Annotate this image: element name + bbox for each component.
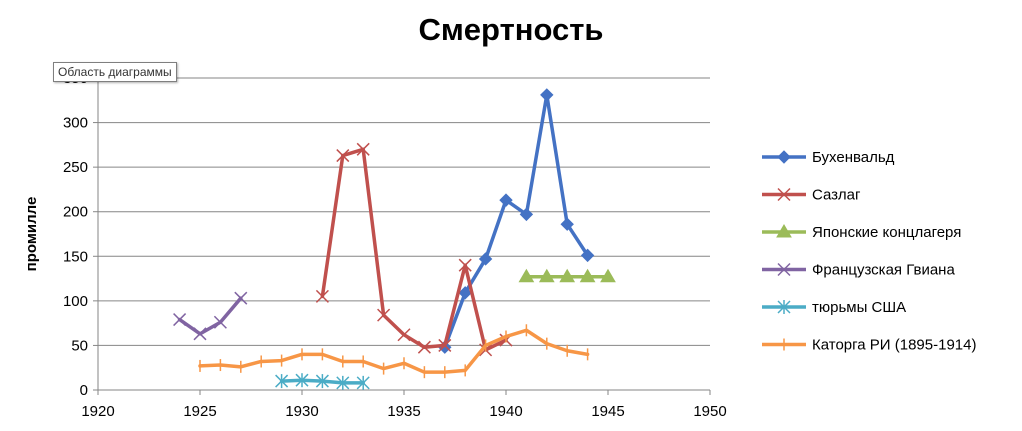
data-point	[580, 248, 595, 263]
data-point	[518, 268, 535, 283]
legend-marker	[777, 187, 791, 202]
series-4	[275, 373, 370, 390]
data-point	[417, 340, 431, 354]
legend-entry: тюрьмы США	[762, 299, 906, 316]
data-point	[600, 268, 616, 283]
y-tick-label: 100	[63, 293, 88, 310]
series-0	[438, 88, 595, 354]
data-point	[458, 258, 472, 272]
legend-entry: Французская Гвиана	[762, 262, 955, 279]
series-line	[320, 147, 508, 352]
data-point	[193, 327, 207, 341]
x-tick-label: 1920	[81, 403, 114, 420]
data-point	[560, 217, 574, 231]
data-point	[397, 328, 411, 342]
series-2	[518, 268, 616, 283]
legend-marker	[777, 150, 791, 164]
legend-entry: Сазлаг	[762, 187, 861, 204]
data-point	[336, 149, 350, 163]
legend-marker	[777, 300, 791, 314]
chart-title: Смертность	[418, 12, 604, 47]
data-point	[336, 375, 350, 390]
legend-label: тюрьмы США	[812, 299, 906, 316]
data-point	[438, 338, 452, 352]
legend-marker	[777, 262, 791, 277]
x-tick-label: 1935	[387, 403, 420, 420]
y-tick-label: 150	[63, 248, 88, 265]
data-point	[295, 373, 309, 388]
legend-label: Каторга РИ (1895-1914)	[812, 337, 976, 354]
legend-entry: Японские концлагеря	[762, 224, 961, 241]
series-1	[315, 142, 513, 357]
series-3	[173, 291, 248, 341]
y-tick-label: 300	[63, 115, 88, 132]
legend-label: Сазлаг	[812, 187, 861, 204]
data-point	[315, 289, 329, 303]
series-line	[198, 328, 590, 374]
legend-label: Бухенвальд	[812, 149, 895, 166]
series-line	[177, 296, 243, 336]
data-point	[356, 142, 370, 156]
data-point	[519, 207, 534, 222]
chart-area-tooltip: Область диаграммы	[53, 62, 177, 82]
data-point	[275, 374, 289, 389]
data-point	[540, 88, 554, 102]
data-point	[579, 268, 596, 283]
legend-marker	[776, 224, 792, 238]
legend-label: Японские концлагеря	[812, 224, 961, 241]
data-point	[234, 291, 248, 305]
series-line	[443, 93, 590, 349]
data-point	[213, 315, 227, 329]
data-point	[478, 252, 493, 266]
data-point	[559, 268, 576, 283]
legend-entry: Бухенвальд	[762, 149, 895, 166]
y-tick-label: 50	[71, 337, 88, 354]
x-tick-label: 1945	[591, 403, 624, 420]
y-axis-label: промилле	[23, 197, 40, 272]
y-tick-label: 200	[63, 204, 88, 221]
series-5	[198, 324, 590, 379]
y-tick-label: 0	[80, 382, 88, 399]
data-point	[173, 313, 187, 327]
data-point	[356, 375, 370, 390]
x-tick-label: 1940	[489, 403, 522, 420]
x-tick-label: 1950	[693, 403, 726, 420]
legend-entry: Каторга РИ (1895-1914)	[762, 337, 976, 354]
data-point	[499, 193, 513, 207]
legend-label: Французская Гвиана	[812, 262, 955, 279]
data-point	[377, 308, 391, 322]
data-point	[315, 374, 329, 389]
y-tick-label: 250	[63, 159, 88, 176]
data-point	[458, 286, 472, 300]
data-point	[538, 268, 555, 283]
x-tick-label: 1930	[285, 403, 318, 420]
x-tick-label: 1925	[183, 403, 216, 420]
